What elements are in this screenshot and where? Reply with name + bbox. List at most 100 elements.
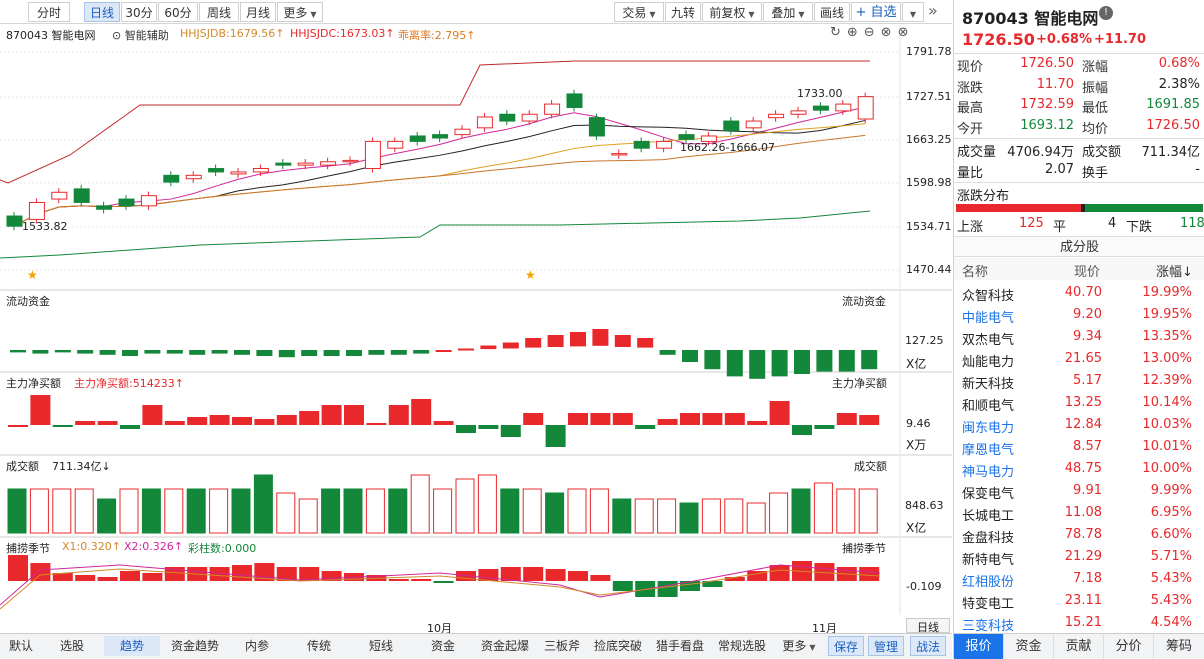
tab-fund-burst[interactable]: 资金起爆 [480,639,529,653]
stock-title: 870043 智能电网 [962,9,1099,28]
overlay-button[interactable]: 叠加 ▼ [763,2,813,22]
volume-value: 2.07 [1045,162,1074,177]
turnover-bar [724,498,744,534]
component-row[interactable]: 摩恩电气 8.57 10.01% [954,436,1204,458]
net-buy-bar [299,411,320,425]
component-row[interactable]: 新天科技 5.17 12.39% [954,370,1204,392]
tab-contribution[interactable]: 贡献 [1054,634,1104,659]
component-row[interactable]: 特变电工 23.11 5.43% [954,590,1204,612]
component-name: 摩恩电气 [962,443,1015,458]
tab-default[interactable]: 默认 [8,639,33,653]
candle-body [476,116,493,129]
component-name: 灿能电力 [962,355,1015,370]
trade-button[interactable]: 交易 ▼ [614,2,664,22]
col-price[interactable]: 现价 [1074,265,1101,280]
tab-fund-trend[interactable]: 资金趋势 [170,639,219,653]
col-name[interactable]: 名称 [962,265,989,280]
candle-body [275,162,292,166]
component-row[interactable]: 保变电气 9.91 9.99% [954,480,1204,502]
more-periods-button[interactable]: 更多 ▼ [277,2,323,22]
component-price: 9.20 [1073,307,1102,322]
component-row[interactable]: 神马电力 48.75 10.00% [954,458,1204,480]
tab-funds[interactable]: 资金 [1004,634,1054,659]
favorite-dropdown[interactable]: ▼ [902,2,924,22]
col-change[interactable]: 涨幅↓ [1156,265,1193,280]
liquidity-bar [435,350,452,352]
component-change: 13.00% [1142,351,1192,366]
period-button-日线[interactable]: 日线 [84,2,120,22]
component-price: 8.57 [1073,439,1102,454]
tab-insider[interactable]: 内参 [244,639,269,653]
component-change: 19.95% [1142,307,1192,322]
nine-turn-button[interactable]: 九转 [665,2,701,22]
tab-funds[interactable]: 资金 [430,639,455,653]
component-row[interactable]: 双杰电气 9.34 13.35% [954,326,1204,348]
candle-body [51,191,68,200]
tab-stock-pick[interactable]: 选股 [59,639,84,653]
dist-title: 涨跌分布 [957,189,1010,204]
net-buy-bar [366,423,387,425]
more-label: 更多 [283,6,308,20]
component-row[interactable]: 和顺电气 13.25 10.14% [954,392,1204,414]
period-button-分时[interactable]: 分时 [28,2,70,22]
component-row[interactable]: 金盘科技 78.78 6.60% [954,524,1204,546]
add-favorite-button[interactable]: + 自选 [851,2,901,22]
season-bar [702,581,723,587]
component-price: 13.25 [1064,395,1102,410]
component-row[interactable]: 众智科技 40.70 19.99% [954,282,1204,304]
turnover-bar [679,502,699,534]
component-row[interactable]: 灿能电力 21.65 13.00% [954,348,1204,370]
component-price: 15.21 [1064,615,1102,630]
period-button-60分[interactable]: 60分 [158,2,198,22]
component-price: 9.34 [1073,329,1102,344]
tab-quote[interactable]: 报价 [954,634,1004,659]
panel-title-main-net: 主力净买额 [6,377,61,390]
tab-hunter[interactable]: 猎手看盘 [655,639,704,653]
up-count: 125 [1019,216,1044,231]
tab-trend[interactable]: 趋势 [104,636,160,656]
chart-toolbar: 分时 日线 30分 60分 周线 月线 更多 ▼ 交易 ▼ 九转 前复权 ▼ 叠加 ▼ … [0,0,952,24]
component-row[interactable]: 闽东电力 12.84 10.03% [954,414,1204,436]
liquidity-bar [726,350,743,377]
component-price: 12.84 [1064,417,1102,432]
component-row[interactable]: 红相股份 7.18 5.43% [954,568,1204,590]
tab-short[interactable]: 短线 [368,639,393,653]
tab-price-dist[interactable]: 分价 [1104,634,1154,659]
tab-chips[interactable]: 筹码 [1165,639,1192,654]
chevron-down-icon: ▼ [909,10,917,19]
component-row[interactable]: 长城电工 11.08 6.95% [954,502,1204,524]
adjust-button[interactable]: 前复权 ▼ [702,2,762,22]
tactic-button[interactable]: 战法 [910,636,946,656]
period-button-周线[interactable]: 周线 [199,2,239,22]
component-row[interactable]: 中能电气 9.20 19.95% [954,304,1204,326]
kline-chart-area[interactable]: 870043 智能电网 ⊙ 智能辅助 HHJSJDB:1679.56↑ HHJS… [0,25,952,635]
candle-body [745,120,762,129]
info-icon[interactable]: ! [1099,6,1113,20]
period-indicator[interactable]: 日线 [906,618,950,634]
component-change: 12.39% [1142,373,1192,388]
liquidity-bar [256,350,273,356]
tab-classic[interactable]: 传统 [306,639,331,653]
period-button-月线[interactable]: 月线 [240,2,276,22]
net-buy-bar [52,425,73,427]
smart-assist-toggle[interactable]: ⊙ 智能辅助 [112,29,169,42]
liquidity-bar [99,350,116,355]
component-row[interactable]: 新特电气 21.29 5.71% [954,546,1204,568]
tab-regular-pick[interactable]: 常规选股 [717,639,766,653]
manage-button[interactable]: 管理 [868,636,904,656]
period-button-30分[interactable]: 30分 [121,2,157,22]
candle-body [768,113,785,119]
draw-button[interactable]: 画线 [814,2,850,22]
component-name: 保变电气 [962,487,1015,502]
tab-bottom-break[interactable]: 捡底突破 [593,639,642,653]
kline-chart-svg[interactable] [0,25,952,633]
net-buy-bar [657,419,678,425]
save-button[interactable]: 保存 [828,636,864,656]
tab-more[interactable]: 更多 ▼ [776,636,822,656]
tab-three-axes[interactable]: 三板斧 [543,639,580,653]
panel-unit-liquidity: X亿 [906,357,927,371]
chart-controls[interactable]: ↻⊕⊖⊗⊗ [830,25,915,40]
component-name: 双杰电气 [962,333,1015,348]
component-row[interactable]: 三变科技 15.21 4.54% [954,612,1204,634]
expand-panel-icon[interactable]: » [928,1,938,20]
